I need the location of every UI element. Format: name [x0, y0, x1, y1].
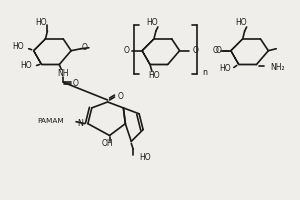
Text: O: O: [73, 79, 79, 88]
Polygon shape: [142, 51, 150, 65]
Text: HO: HO: [12, 42, 24, 51]
Polygon shape: [231, 39, 243, 51]
Polygon shape: [231, 51, 239, 65]
Text: HO: HO: [235, 18, 247, 27]
Text: HO: HO: [20, 61, 32, 70]
Text: HO: HO: [219, 64, 231, 73]
Text: HO: HO: [139, 153, 151, 162]
Polygon shape: [150, 64, 168, 65]
Polygon shape: [41, 64, 59, 65]
Text: O: O: [123, 46, 129, 55]
Text: HO: HO: [36, 18, 47, 27]
Text: O: O: [82, 43, 88, 52]
Text: n: n: [202, 68, 207, 77]
Text: HO: HO: [146, 18, 158, 27]
Text: PAMAM: PAMAM: [38, 118, 64, 124]
Text: O: O: [118, 92, 123, 101]
Text: NH₂: NH₂: [270, 63, 285, 72]
Polygon shape: [142, 39, 154, 51]
Text: NH: NH: [58, 69, 69, 78]
Text: N: N: [77, 119, 83, 128]
Text: O: O: [216, 46, 222, 55]
Polygon shape: [34, 51, 42, 65]
Polygon shape: [34, 39, 46, 51]
Text: HO: HO: [148, 71, 160, 80]
Text: O: O: [192, 46, 198, 55]
Text: O: O: [212, 46, 218, 55]
Polygon shape: [239, 64, 256, 65]
Text: OH: OH: [102, 139, 113, 148]
